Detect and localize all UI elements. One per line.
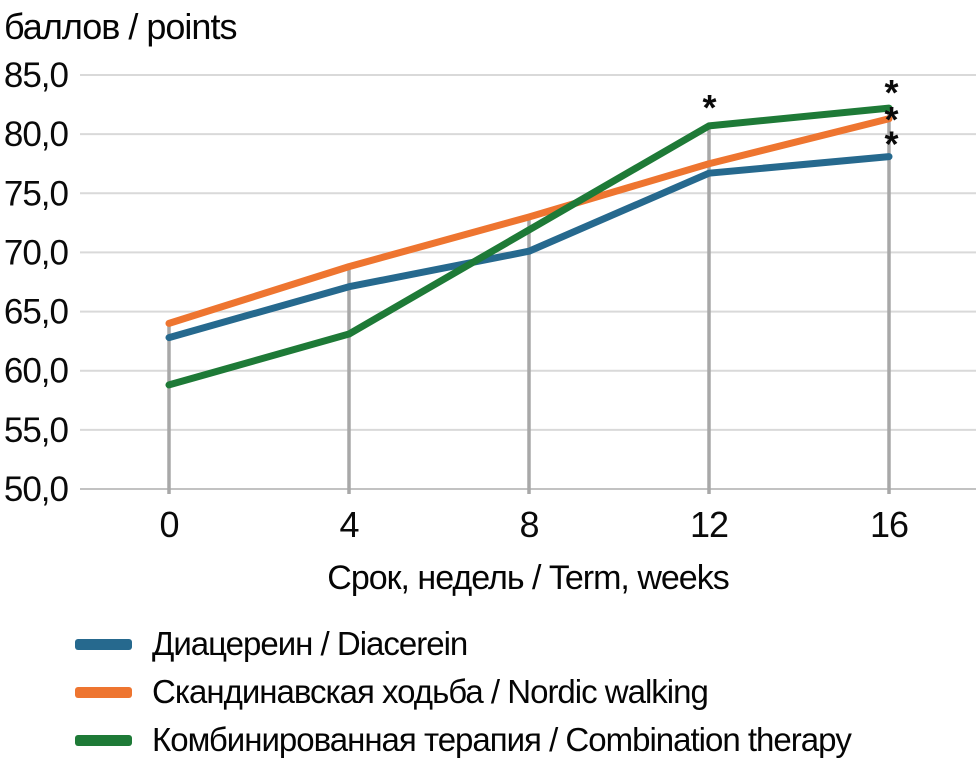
y-tick-label: 50,0 [4,470,69,509]
y-tick-label: 80,0 [4,115,69,154]
significance-asterisk: * [702,87,716,128]
significance-asterisk: * [884,124,898,165]
legend: Диацереин / Diacerein Скандинавская ходь… [75,620,852,761]
y-tick-label: 75,0 [4,174,69,213]
legend-label: Скандинавская ходьба / Nordic walking [152,673,709,710]
y-tick-label: 55,0 [4,411,69,450]
x-tick-label: 4 [339,504,358,545]
y-tick-label: 65,0 [4,293,69,332]
legend-label: Диацереин / Diacerein [152,625,468,662]
line-chart: 85,0 80,0 75,0 70,0 65,0 60,0 55,0 50,0 0 4 8 12 16 *… [4,56,976,545]
y-tick-label: 60,0 [4,352,69,391]
y-tick-label: 70,0 [4,233,69,272]
legend-swatch-combination-therapy [75,734,132,746]
y-tick-label: 85,0 [4,56,69,95]
significance-asterisk: * [884,99,898,140]
legend-label: Комбинированная терапия / Combination th… [152,721,852,758]
chart-title: баллов / points [4,6,237,47]
x-tick-label: 0 [159,504,178,545]
x-tick-label: 16 [870,504,908,545]
legend-swatch-nordic-walking [75,686,132,698]
legend-item-nordic-walking: Скандинавская ходьба / Nordic walking [75,668,851,716]
series-line-combination-therapy [165,104,893,389]
x-tick-label: 12 [690,504,728,545]
x-axis-title: Срок, недель / Term, weeks [327,559,729,597]
series-line-nordic-walking [165,115,893,327]
significance-asterisk: * [884,72,898,113]
legend-item-combination-therapy: Комбинированная терапия / Combination th… [75,716,852,761]
x-tick-label: 8 [519,504,538,545]
legend-item-diacerein: Диацереин / Diacerein [75,620,851,668]
series-line-diacerein [165,153,893,342]
legend-swatch-diacerein [75,638,132,650]
